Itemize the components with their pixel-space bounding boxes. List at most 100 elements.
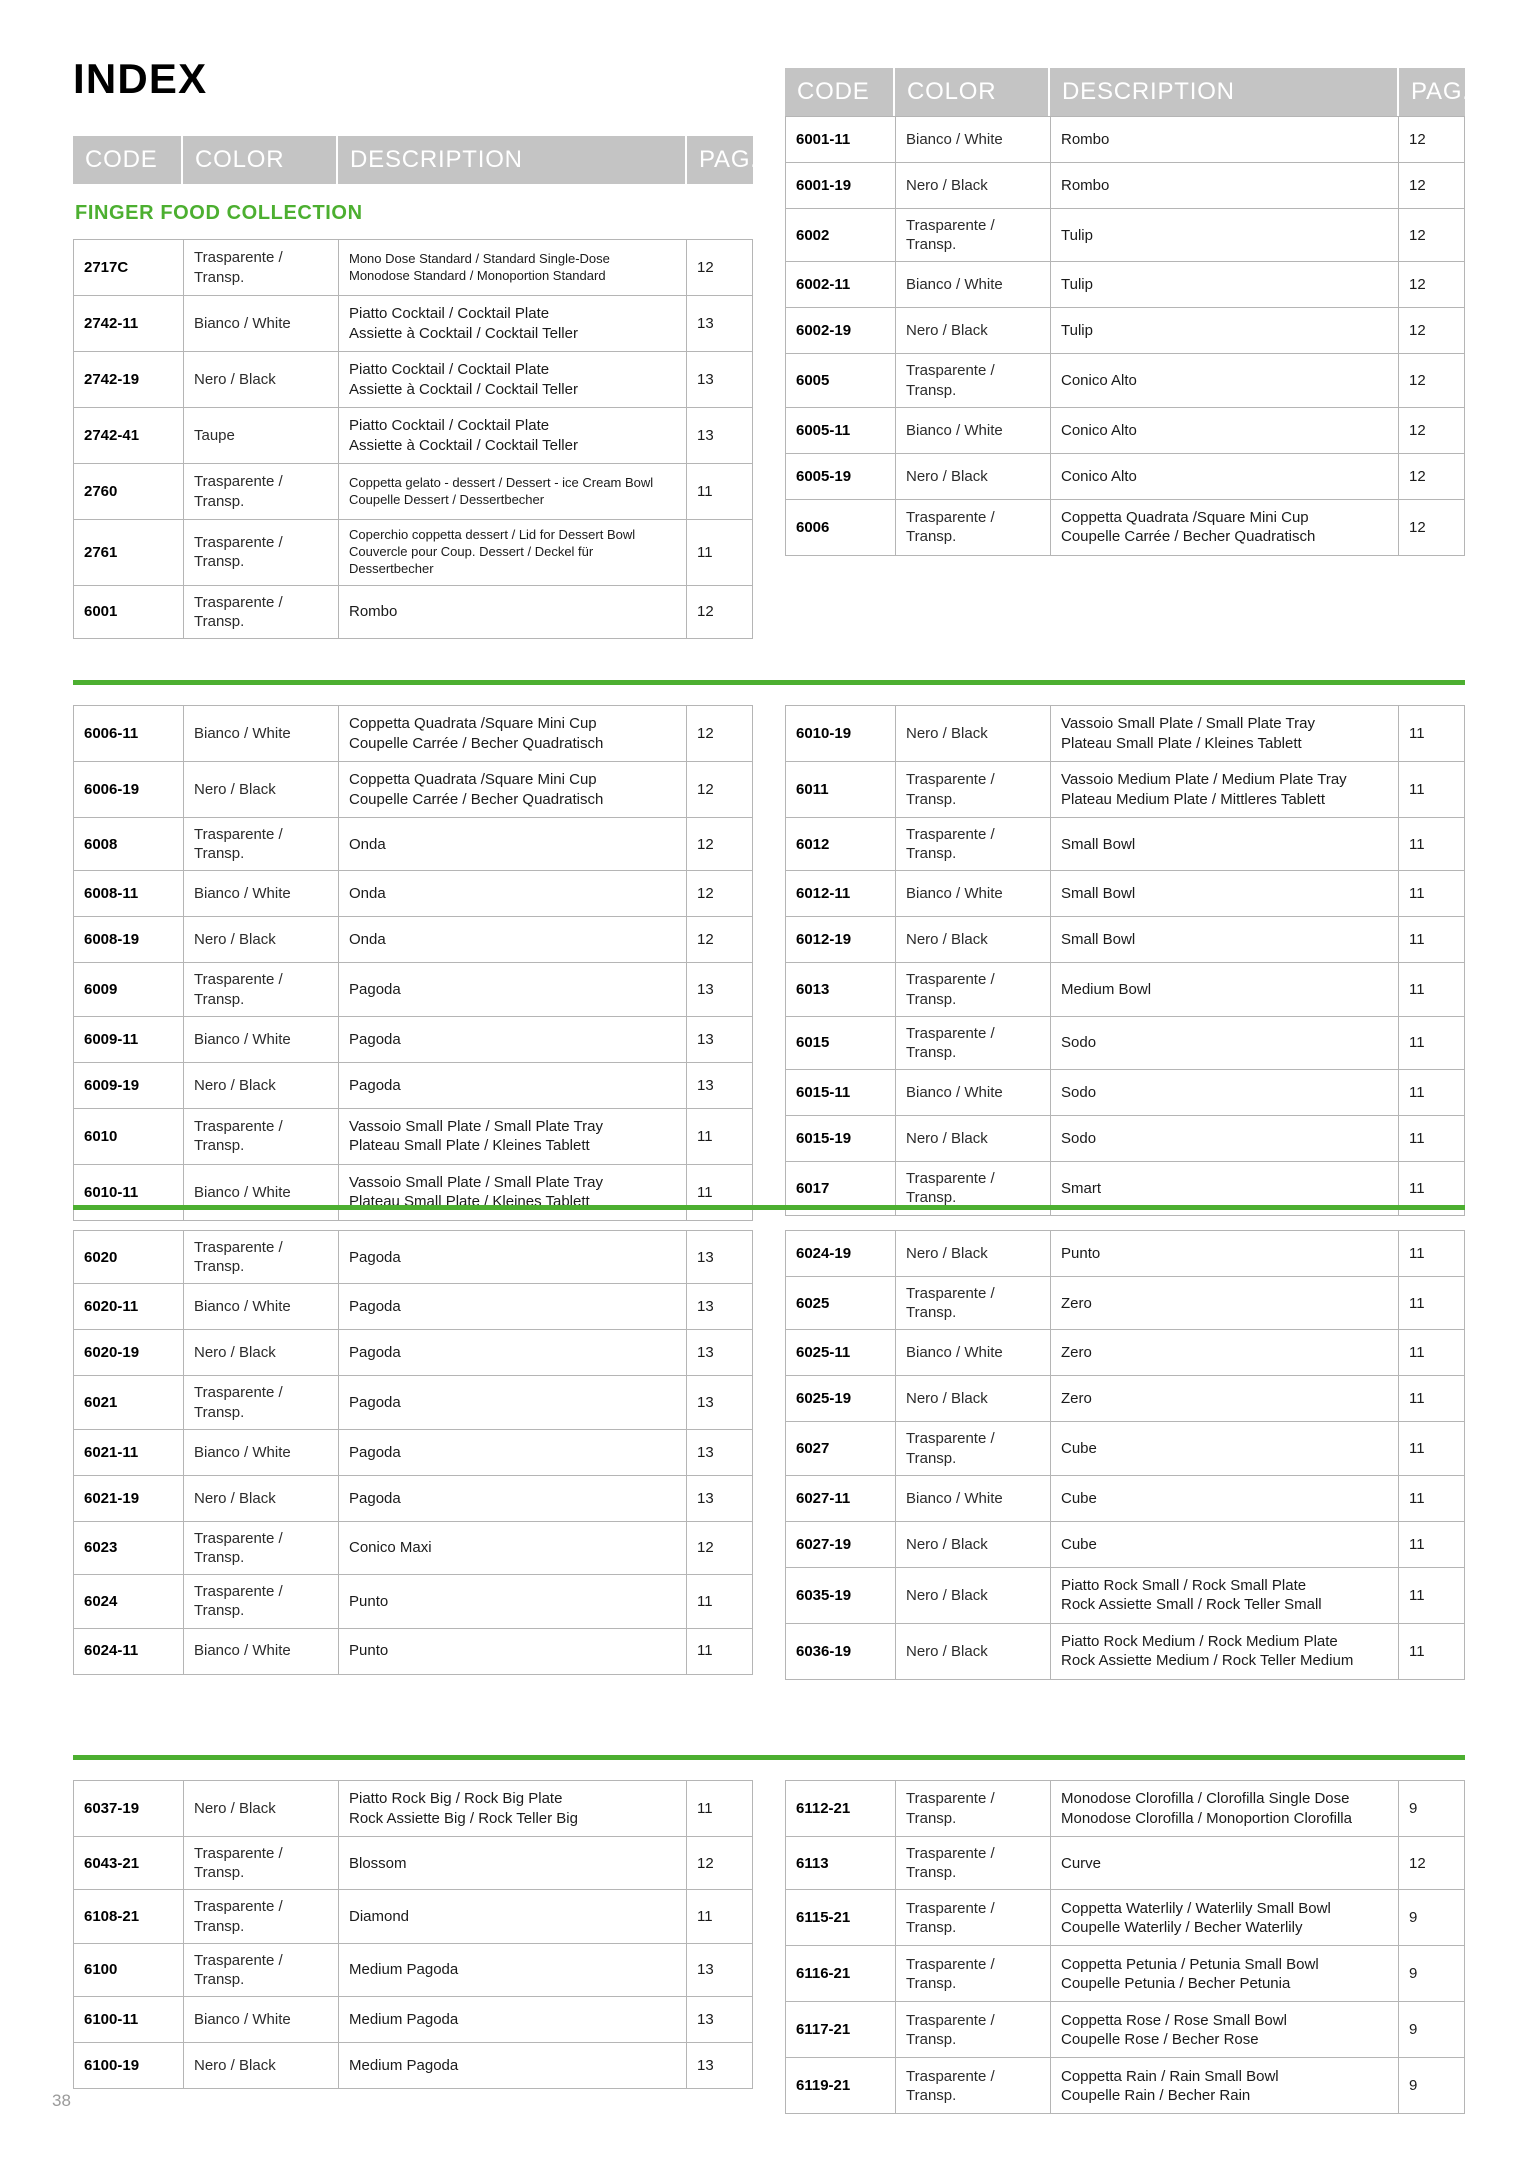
cell-code: 2717C — [73, 239, 184, 296]
cell-description: Cube — [1050, 1520, 1399, 1568]
cell-code: 6020-19 — [73, 1329, 184, 1377]
cell-description: Punto — [338, 1574, 687, 1629]
cell-description: Conico Alto — [1050, 406, 1399, 454]
header-code: CODE — [73, 136, 183, 184]
table-row: 6037-19 Nero / Black Piatto Rock Big / Roc… — [73, 1780, 753, 1837]
section-label-finger-food: FINGER FOOD COLLECTION — [75, 202, 363, 224]
description-line-1: Pagoda — [349, 1393, 401, 1411]
cell-page-number: 11 — [686, 1107, 753, 1165]
cell-page-number: 12 — [1398, 452, 1465, 500]
description-line-1: Blossom — [349, 1854, 407, 1872]
cell-code: 6005-19 — [785, 452, 896, 500]
cell-description: Pagoda — [338, 1474, 687, 1522]
cell-page-number: 13 — [686, 351, 753, 408]
description-line-1: Coppetta gelato - dessert / Dessert - ic… — [349, 474, 654, 490]
cell-code: 6006-19 — [73, 761, 184, 818]
cell-color: Bianco / White — [895, 116, 1051, 163]
table-row: 2742-41 Taupe Piatto Cocktail / Cocktail P… — [73, 407, 753, 464]
description-line-1: Vassoio Small Plate / Small Plate Tray — [1061, 715, 1315, 733]
cell-color: Bianco / White — [183, 1627, 339, 1675]
cell-page-number: 11 — [686, 519, 753, 586]
description-line-1: Piatto Rock Medium / Rock Medium Plate — [1061, 1633, 1338, 1651]
cell-description: Coppetta gelato - dessert / Dessert - ic… — [338, 463, 687, 520]
cell-page-number: 12 — [686, 239, 753, 296]
description-line-1: Coppetta Waterlily / Waterlily Small Bow… — [1061, 1899, 1331, 1917]
cell-description: Coppetta Quadrata /Square Mini Cup Coupel… — [338, 761, 687, 818]
table-row: 6006-19 Nero / Black Coppetta Quadrata /Sq… — [73, 761, 753, 818]
cell-code: 6024 — [73, 1574, 184, 1629]
cell-description: Medium Bowl — [1050, 962, 1399, 1017]
cell-color: Nero / Black — [895, 1115, 1051, 1163]
cell-color: Nero / Black — [895, 1520, 1051, 1568]
index-table-right-2: 6010-19 Nero / Black Vassoio Small Plate /… — [785, 705, 1465, 1216]
header-code: CODE — [785, 68, 895, 116]
table-row: 6020-19 Nero / Black Pagoda 13 — [73, 1329, 753, 1377]
cell-color: Nero / Black — [895, 1622, 1051, 1680]
description-line-1: Coppetta Petunia / Petunia Small Bowl — [1061, 1955, 1319, 1973]
right-block-4: 6112-21 Trasparente / Transp. Monodose Clo… — [785, 1780, 1465, 2115]
cell-description: Punto — [338, 1627, 687, 1675]
table-row: 2761 Trasparente / Transp. Coperchio coppe… — [73, 519, 753, 586]
description-line-1: Zero — [1061, 1294, 1092, 1312]
cell-description: Pagoda — [338, 1229, 687, 1285]
description-line-1: Tulip — [1061, 226, 1093, 244]
left-block-4: 6037-19 Nero / Black Piatto Rock Big / Roc… — [73, 1780, 753, 2090]
description-line-1: Sodo — [1061, 1130, 1097, 1148]
cell-description: Small Bowl — [1050, 816, 1399, 872]
table-row: 6108-21 Trasparente / Transp. Diamond 11 — [73, 1889, 753, 1944]
cell-color: Trasparente / Transp. — [895, 1889, 1051, 1947]
cell-description: Tulip — [1050, 261, 1399, 309]
cell-page-number: 11 — [1398, 1375, 1465, 1423]
cell-color: Trasparente / Transp. — [895, 2057, 1051, 2115]
header-color: COLOR — [895, 68, 1050, 116]
table-row: 6025-11 Bianco / White Zero 11 — [785, 1329, 1465, 1377]
cell-page-number: 13 — [686, 2042, 753, 2090]
table-row: 6006-11 Bianco / White Coppetta Quadrata /… — [73, 705, 753, 762]
cell-page-number: 11 — [1398, 962, 1465, 1017]
cell-page-number: 13 — [686, 1229, 753, 1285]
cell-description: Pagoda — [338, 1375, 687, 1430]
cell-color: Bianco / White — [895, 1329, 1051, 1377]
description-line-1: Punto — [349, 1642, 389, 1660]
cell-color: Trasparente / Transp. — [895, 1161, 1051, 1216]
cell-description: Conico Alto — [1050, 353, 1399, 408]
table-row: 6001-11 Bianco / White Rombo 12 — [785, 116, 1465, 163]
cell-color: Trasparente / Transp. — [183, 1375, 339, 1430]
description-line-1: Small Bowl — [1061, 835, 1136, 853]
cell-code: 6025-19 — [785, 1375, 896, 1423]
cell-code: 6006-11 — [73, 705, 184, 762]
cell-page-number: 11 — [686, 1780, 753, 1837]
cell-code: 6002-19 — [785, 307, 896, 355]
cell-description: Medium Pagoda — [338, 1942, 687, 1998]
cell-page-number: 11 — [1398, 916, 1465, 964]
description-line-1: Punto — [349, 1592, 389, 1610]
cell-code: 6100 — [73, 1942, 184, 1998]
cell-description: Small Bowl — [1050, 870, 1399, 918]
description-line-2: Coupelle Petunia / Becher Petunia — [1061, 1974, 1291, 1992]
table-row: 6005-11 Bianco / White Conico Alto 12 — [785, 406, 1465, 454]
cell-color: Trasparente / Transp. — [183, 1889, 339, 1944]
table-row: 6001-19 Nero / Black Rombo 12 — [785, 162, 1465, 209]
cell-code: 2760 — [73, 463, 184, 520]
description-line-2: Plateau Small Plate / Kleines Tablett — [1061, 734, 1302, 752]
table-row: 6015 Trasparente / Transp. Sodo 11 — [785, 1015, 1465, 1071]
table-row: 6012-11 Bianco / White Small Bowl 11 — [785, 870, 1465, 918]
cell-code: 6024-11 — [73, 1627, 184, 1675]
description-line-1: Piatto Rock Small / Rock Small Plate — [1061, 1577, 1307, 1595]
table-row: 2717C Trasparente / Transp. Mono Dose Stan… — [73, 239, 753, 296]
cell-color: Nero / Black — [895, 162, 1051, 209]
cell-code: 6025 — [785, 1275, 896, 1331]
green-divider-3 — [73, 1755, 1465, 1760]
description-line-1: Pagoda — [349, 1298, 401, 1316]
cell-page-number: 11 — [686, 1163, 753, 1221]
table-row: 6025-19 Nero / Black Zero 11 — [785, 1375, 1465, 1423]
cell-code: 6037-19 — [73, 1780, 184, 1837]
cell-color: Trasparente / Transp. — [183, 1835, 339, 1891]
index-table-right-1: 6001-11 Bianco / White Rombo 12 6001-19 Nero … — [785, 116, 1465, 556]
cell-page-number: 13 — [686, 407, 753, 464]
cell-page-number: 9 — [1398, 2001, 1465, 2059]
cell-code: 2742-19 — [73, 351, 184, 408]
cell-code: 6002 — [785, 207, 896, 263]
table-row: 6115-21 Trasparente / Transp. Coppetta Wat… — [785, 1889, 1465, 1947]
description-line-1: Cube — [1061, 1535, 1097, 1553]
